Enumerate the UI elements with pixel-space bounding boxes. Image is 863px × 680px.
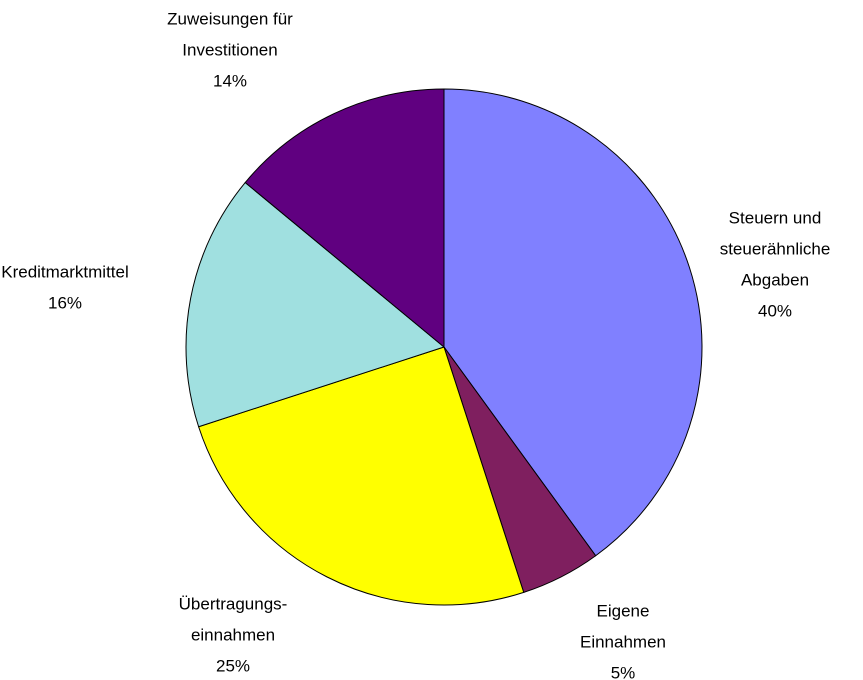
slice-label: Kreditmarktmittel [1, 262, 129, 281]
slice-value-label: 5% [611, 663, 636, 680]
slice-value-label: 14% [213, 71, 247, 90]
slice-value-label: 40% [758, 301, 792, 320]
slice-label: steuerähnliche [720, 239, 831, 258]
slice-label: Steuern und [729, 208, 822, 227]
pie-slice [197, 346, 525, 606]
pie-slice [244, 88, 445, 349]
slice-label: Eigene [597, 601, 650, 620]
slice-value-label: 16% [48, 293, 82, 312]
slice-label: Zuweisungen für [167, 9, 293, 28]
pie-slice [443, 88, 703, 557]
slice-label: einnahmen [191, 625, 275, 644]
slice-label: Einnahmen [580, 632, 666, 651]
slice-label: Investitionen [182, 40, 277, 59]
slice-label: Übertragungs- [179, 594, 288, 613]
slice-value-label: 25% [216, 656, 250, 675]
pie-slice [185, 181, 446, 428]
slice-label: Abgaben [741, 270, 809, 289]
